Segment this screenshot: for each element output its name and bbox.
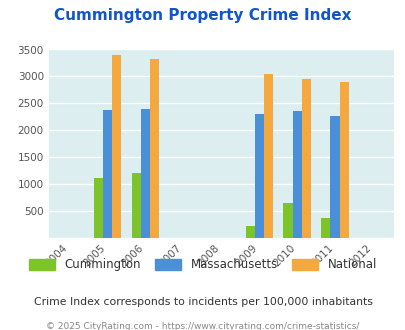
Bar bbox=[339, 82, 348, 238]
Bar bbox=[283, 203, 292, 238]
Bar bbox=[301, 79, 310, 238]
Text: Crime Index corresponds to incidents per 100,000 inhabitants: Crime Index corresponds to incidents per… bbox=[34, 297, 371, 307]
Text: Cummington Property Crime Index: Cummington Property Crime Index bbox=[54, 8, 351, 23]
Bar bbox=[263, 74, 272, 238]
Bar bbox=[245, 226, 254, 238]
Bar bbox=[103, 110, 112, 238]
Bar bbox=[94, 179, 103, 238]
Bar bbox=[292, 111, 301, 238]
Text: © 2025 CityRating.com - https://www.cityrating.com/crime-statistics/: © 2025 CityRating.com - https://www.city… bbox=[46, 322, 359, 330]
Bar bbox=[149, 59, 159, 238]
Legend: Cummington, Massachusetts, National: Cummington, Massachusetts, National bbox=[29, 258, 376, 271]
Bar bbox=[330, 116, 339, 238]
Bar bbox=[141, 109, 149, 238]
Bar bbox=[112, 55, 121, 238]
Bar bbox=[254, 114, 263, 238]
Bar bbox=[132, 173, 141, 238]
Bar bbox=[321, 218, 330, 238]
